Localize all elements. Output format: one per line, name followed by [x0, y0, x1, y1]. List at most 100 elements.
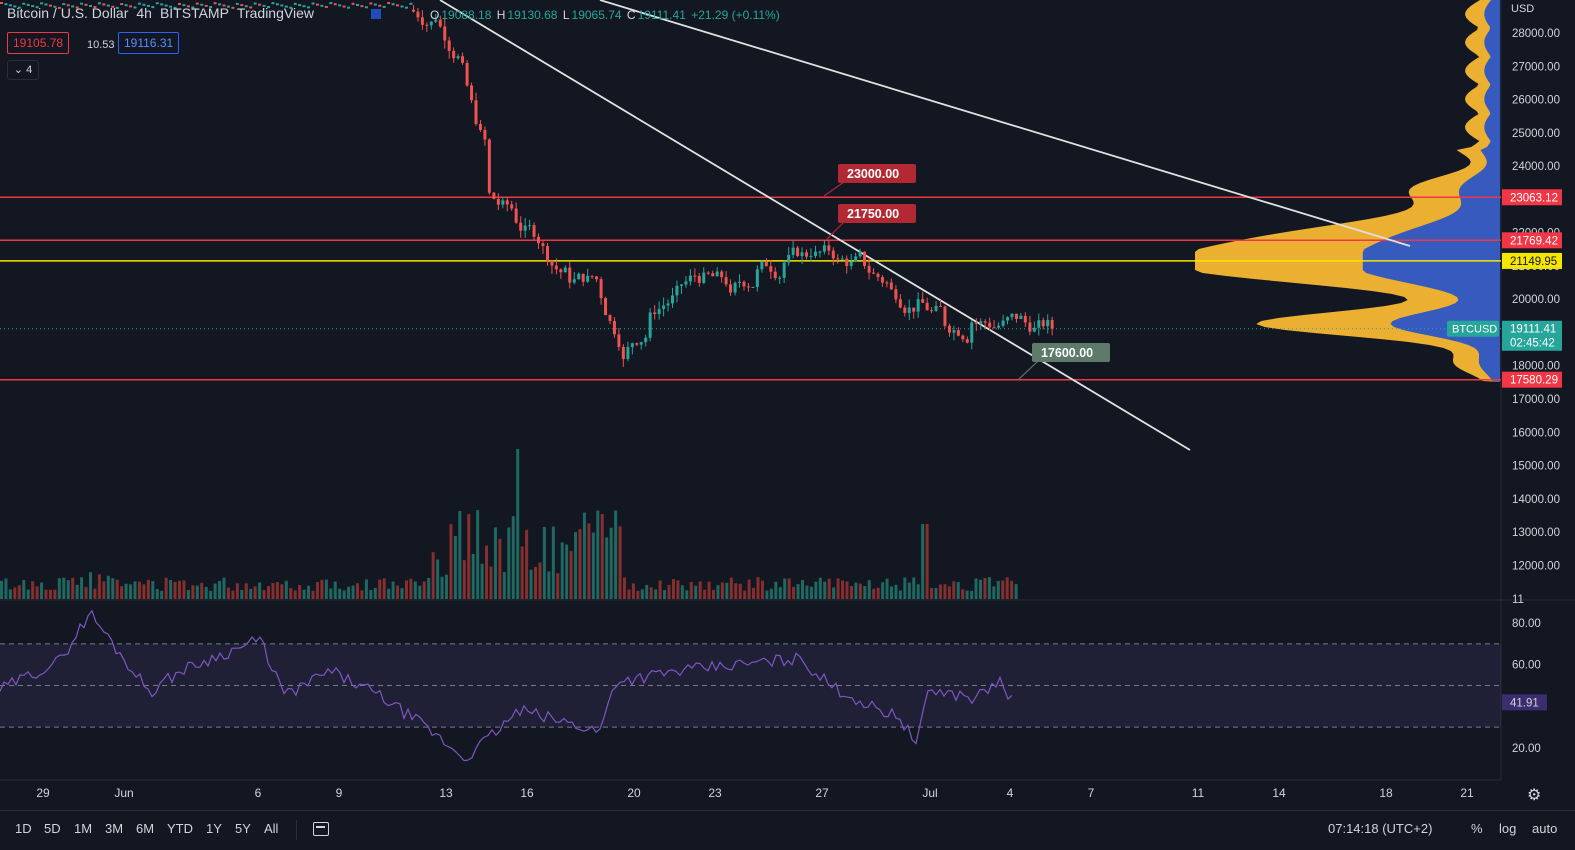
volume-bar — [137, 581, 141, 599]
rsi-tick: 20.00 — [1512, 743, 1541, 755]
volume-bar — [373, 587, 377, 599]
candle-body — [961, 335, 965, 340]
clock-timezone[interactable]: 07:14:18 (UTC+2) — [1328, 821, 1433, 836]
volume-bar — [387, 588, 391, 599]
time-tick: 20 — [627, 786, 641, 800]
volume-bar — [173, 581, 177, 599]
range-5d[interactable]: 5D — [44, 821, 61, 836]
candle-body — [35, 6, 39, 9]
range-6m[interactable]: 6M — [136, 821, 155, 836]
volume-bar — [253, 586, 257, 599]
candle-body — [925, 302, 929, 311]
volume-bar — [961, 589, 965, 599]
volume-bar — [752, 587, 756, 599]
volume-bar — [124, 583, 128, 599]
buy-price-button[interactable]: 19116.31 — [118, 32, 180, 54]
price-tick: 26000.00 — [1512, 95, 1560, 107]
candle-body — [1046, 319, 1050, 327]
annotation-label-0: 23000.00 — [847, 167, 899, 181]
candle-body — [487, 139, 491, 193]
candle-body — [226, 5, 230, 8]
candle-body — [253, 2, 257, 5]
candle-body — [818, 251, 822, 253]
price-tick: 25000.00 — [1512, 128, 1560, 140]
percent-toggle[interactable]: % — [1471, 821, 1483, 836]
gear-icon[interactable]: ⚙ — [1527, 787, 1542, 804]
candle-body — [988, 322, 992, 328]
volume-bar — [396, 585, 400, 599]
annotation-pointer-2 — [1017, 360, 1039, 381]
volume-bar — [974, 578, 978, 599]
volume-bar — [431, 552, 435, 599]
candle-body — [391, 3, 395, 6]
range-3m[interactable]: 3M — [105, 821, 124, 836]
volume-bar — [409, 578, 413, 599]
candle-body — [738, 281, 742, 283]
range-1d[interactable]: 1D — [15, 821, 32, 836]
currency-label[interactable]: USD — [1511, 3, 1535, 15]
candle-body — [0, 2, 3, 4]
log-toggle[interactable]: log — [1499, 821, 1517, 836]
flag-icon — [371, 9, 381, 19]
candle-body — [814, 251, 817, 256]
candle-body — [554, 265, 558, 270]
range-all[interactable]: All — [264, 821, 279, 836]
symbol-name[interactable]: Bitcoin / U.S. Dollar — [7, 5, 129, 21]
candle-body — [478, 123, 482, 130]
c-label: C — [626, 8, 636, 22]
candle-body — [412, 9, 415, 12]
range-ytd[interactable]: YTD — [167, 821, 193, 836]
volume-bar — [605, 537, 609, 599]
volume-bar — [529, 569, 533, 599]
volume-bar — [582, 512, 586, 599]
volume-bar — [298, 584, 302, 599]
candle-body — [885, 282, 889, 284]
volume-bar — [53, 589, 57, 599]
volume-bar — [186, 590, 190, 599]
volume-bar — [747, 579, 751, 599]
range-1y[interactable]: 1Y — [206, 821, 222, 836]
price-tick: 14000.00 — [1512, 494, 1560, 506]
last-price-label-bg — [1502, 320, 1562, 351]
candle-body — [916, 299, 920, 312]
sell-price-button[interactable]: 19105.78 — [7, 32, 70, 54]
time-tick: 13 — [439, 786, 453, 800]
candle-body — [26, 3, 30, 6]
candle-body — [342, 5, 346, 8]
candle-body — [697, 276, 701, 283]
volume-bar — [71, 577, 75, 599]
volume-bar — [734, 583, 738, 599]
candle-body — [320, 4, 324, 7]
volume-bar — [760, 580, 764, 599]
volume-bar — [200, 582, 204, 599]
volume-bar — [378, 579, 382, 599]
candle-body — [550, 260, 554, 266]
candle-body — [315, 3, 319, 6]
candle-body — [409, 2, 413, 5]
candle-body — [599, 279, 603, 299]
interval[interactable]: 4h — [136, 5, 152, 21]
candle-body — [452, 50, 456, 59]
volume-bar — [48, 589, 52, 599]
volume-bar — [796, 584, 800, 599]
candle-body — [456, 56, 460, 59]
volume-bar — [720, 582, 724, 599]
volume-bar — [195, 585, 199, 599]
trendline-lower — [439, 0, 1191, 451]
indicators-toggle[interactable]: ⌄ 4 — [7, 60, 39, 80]
auto-toggle[interactable]: auto — [1532, 821, 1558, 836]
calendar-icon[interactable] — [313, 822, 329, 836]
candle-body — [275, 3, 279, 6]
candle-body — [106, 4, 110, 7]
volume-bar — [738, 583, 742, 599]
candle-body — [396, 4, 400, 7]
candle-body — [867, 265, 871, 273]
range-1m[interactable]: 1M — [74, 821, 93, 836]
volume-bar — [867, 580, 871, 599]
volume-bar — [534, 566, 537, 599]
candle-body — [537, 236, 540, 244]
candle-body — [711, 273, 715, 277]
volume-bar — [436, 559, 440, 599]
range-5y[interactable]: 5Y — [235, 821, 251, 836]
